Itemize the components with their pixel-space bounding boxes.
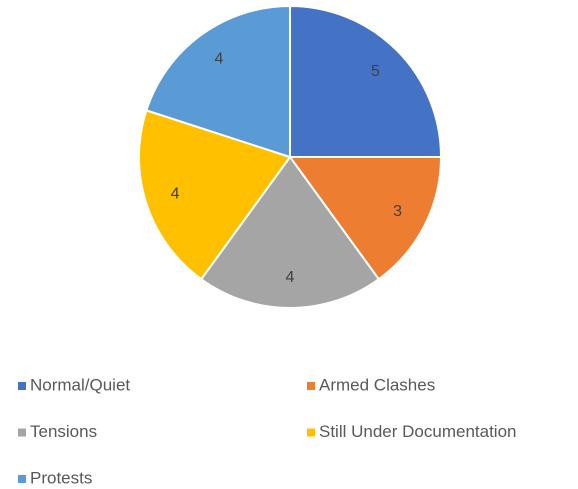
legend-marker <box>18 382 26 390</box>
pie-slice <box>199 155 381 309</box>
legend-marker <box>307 382 315 390</box>
legend-marker <box>18 428 26 437</box>
legend-marker <box>307 428 315 437</box>
pie-slice <box>288 156 443 281</box>
data-label: 4 <box>215 50 224 67</box>
data-label: 3 <box>393 203 402 220</box>
legend-label: Armed Clashes <box>319 375 435 394</box>
legend-label: Still Under Documentation <box>319 422 516 441</box>
data-label: 5 <box>371 63 380 80</box>
data-label: 4 <box>286 269 295 286</box>
pie-slice <box>289 4 443 158</box>
data-label: 4 <box>171 186 180 203</box>
legend-label: Tensions <box>30 422 97 441</box>
legend-label: Protests <box>30 468 92 487</box>
legend-marker <box>18 475 26 483</box>
pie-slice <box>138 109 292 281</box>
legend-label: Normal/Quiet <box>30 375 130 394</box>
pie-slice <box>145 4 291 159</box>
